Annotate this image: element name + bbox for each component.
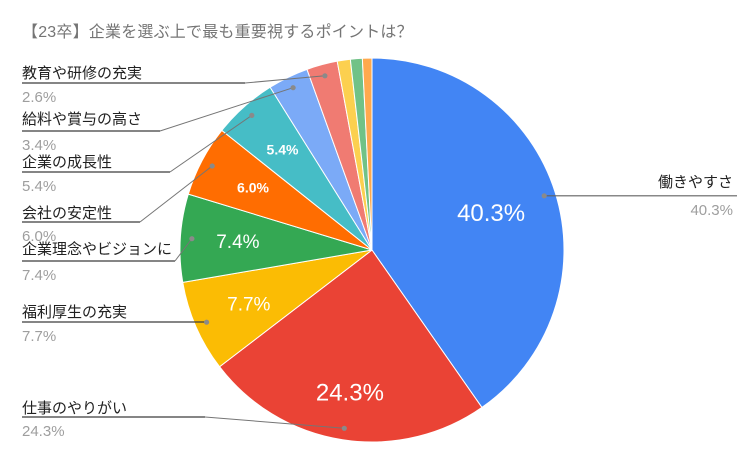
chart-title: 【23卒】企業を選ぶ上で最も重要視するポイントは？ bbox=[22, 24, 413, 41]
leader-dot bbox=[209, 163, 215, 169]
leader-line bbox=[159, 87, 294, 132]
pie-slice-0[interactable] bbox=[371, 57, 565, 408]
leader-dot bbox=[322, 73, 328, 79]
pie-slice-10[interactable] bbox=[361, 57, 373, 251]
slice-percent-label: 6.0% bbox=[237, 179, 269, 195]
leader-dot bbox=[249, 112, 255, 118]
slice-percent-label: 5.4% bbox=[267, 142, 299, 158]
pie-slice-2[interactable] bbox=[182, 249, 373, 368]
leader-line bbox=[244, 75, 325, 84]
pie-slice-1[interactable] bbox=[219, 249, 483, 443]
slice-percent-label: 7.7% bbox=[227, 294, 270, 315]
slice-percent-label: 40.3% bbox=[457, 200, 525, 227]
slice-percent-label: 7.4% bbox=[216, 232, 259, 253]
leader-dot bbox=[189, 236, 195, 242]
leader-dot bbox=[290, 85, 296, 91]
leader-dot bbox=[341, 425, 347, 431]
leader-line bbox=[169, 114, 253, 173]
slice-percent-label: 24.3% bbox=[316, 380, 384, 407]
leader-line bbox=[204, 416, 345, 429]
leader-line bbox=[139, 165, 213, 223]
leader-dot bbox=[541, 193, 547, 199]
leader-line bbox=[174, 238, 193, 262]
leader-dot bbox=[204, 319, 210, 325]
